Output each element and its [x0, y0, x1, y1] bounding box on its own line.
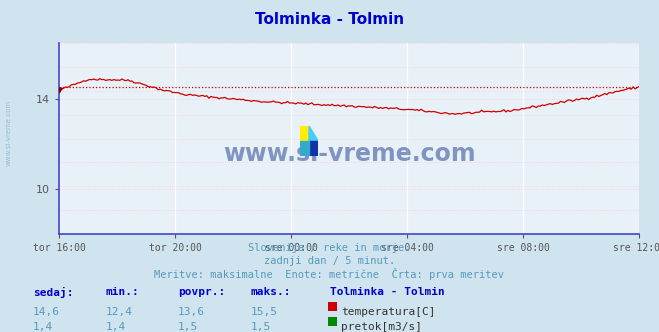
Text: Tolminka - Tolmin: Tolminka - Tolmin — [330, 287, 444, 297]
Text: 1,5: 1,5 — [178, 322, 198, 332]
Text: min.:: min.: — [105, 287, 139, 297]
Text: Tolminka - Tolmin: Tolminka - Tolmin — [255, 12, 404, 27]
Text: www.si-vreme.com: www.si-vreme.com — [223, 142, 476, 166]
Text: povpr.:: povpr.: — [178, 287, 225, 297]
Polygon shape — [300, 126, 309, 141]
Text: maks.:: maks.: — [250, 287, 291, 297]
Polygon shape — [300, 141, 309, 156]
Text: zadnji dan / 5 minut.: zadnji dan / 5 minut. — [264, 256, 395, 266]
Text: Slovenija / reke in morje.: Slovenija / reke in morje. — [248, 243, 411, 253]
Text: 13,6: 13,6 — [178, 307, 205, 317]
Text: Meritve: maksimalne  Enote: metrične  Črta: prva meritev: Meritve: maksimalne Enote: metrične Črta… — [154, 268, 505, 280]
Text: 1,4: 1,4 — [33, 322, 53, 332]
Text: 12,4: 12,4 — [105, 307, 132, 317]
Text: pretok[m3/s]: pretok[m3/s] — [341, 322, 422, 332]
Polygon shape — [309, 126, 318, 141]
Text: 14,6: 14,6 — [33, 307, 60, 317]
Text: 1,4: 1,4 — [105, 322, 126, 332]
Text: 15,5: 15,5 — [250, 307, 277, 317]
Text: temperatura[C]: temperatura[C] — [341, 307, 436, 317]
Text: www.si-vreme.com: www.si-vreme.com — [5, 100, 12, 166]
Text: sedaj:: sedaj: — [33, 287, 73, 298]
Polygon shape — [309, 141, 318, 156]
Text: 1,5: 1,5 — [250, 322, 271, 332]
